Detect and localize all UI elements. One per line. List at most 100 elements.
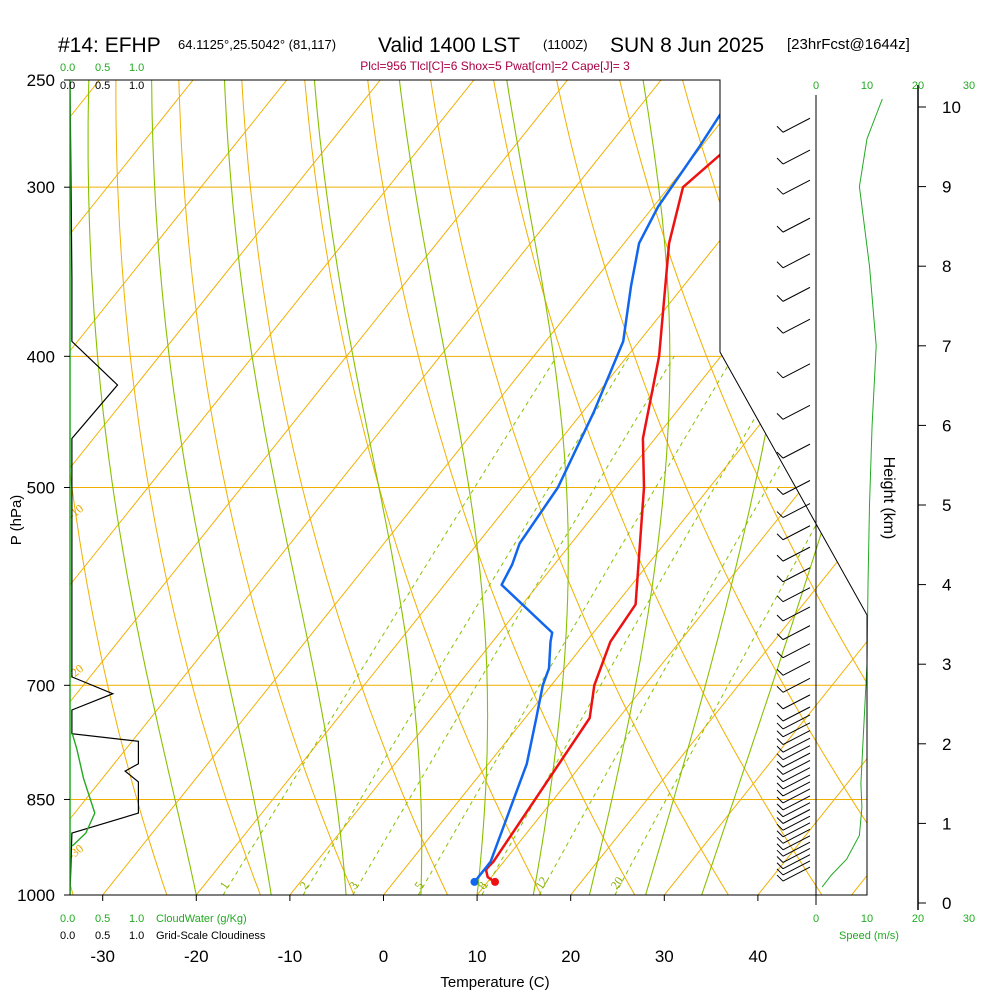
cw-tick-top: 1.0 (129, 62, 144, 74)
wind-barb-staff (782, 774, 811, 790)
valid-time: Valid 1400 LST (378, 34, 520, 57)
cl-tick-top: 1.0 (129, 80, 144, 92)
wind-barb (776, 745, 811, 761)
station-coords: 64.1125°,25.5042° (81,117) (178, 37, 336, 52)
stability-indices: Plcl=956 Tlcl[C]=6 Shox=5 Pwat[cm]=2 Cap… (360, 59, 630, 73)
wind-barb (776, 363, 811, 379)
height-tick-label: 1 (942, 814, 951, 833)
y-tick-label: 700 (27, 676, 55, 695)
wind-barb-flag (776, 874, 784, 882)
cloudiness-scale-top: 0.0 0.5 1.0 (60, 80, 144, 92)
wind-barb-flag (776, 488, 784, 495)
wind-barb-staff (782, 363, 811, 379)
surface-dewpoint-marker (470, 877, 479, 886)
forecast-run: [23hrFcst@1644z] (787, 36, 910, 53)
wind-barb-staff (782, 149, 811, 165)
wind-barb-staff (782, 781, 811, 797)
wind-barb (776, 567, 811, 583)
x-tick-label: -10 (278, 947, 303, 966)
cloudwater-scale-top: 0.0 0.5 1.0 (60, 62, 144, 74)
wind-barb-staff (782, 866, 811, 882)
dry-adiabat (241, 80, 449, 895)
wind-barb (776, 854, 811, 870)
mixing-ratio-line (538, 356, 843, 895)
surface-temp-marker (491, 877, 500, 886)
cl-tick-top: 0.0 (60, 80, 75, 92)
station-title: #14: EFHP (58, 34, 161, 57)
wind-barb-staff (782, 117, 811, 133)
moist-adiabat (313, 80, 423, 895)
wind-barb-staff (782, 795, 811, 811)
mixing-ratio-line (481, 356, 792, 895)
wind-barb (776, 767, 811, 783)
wind-barb (776, 774, 811, 790)
speed-label: Speed (m/s) (839, 930, 899, 942)
cloudiness-label: Grid-Scale Cloudiness (156, 930, 266, 942)
x-tick-label: 30 (655, 947, 674, 966)
wind-barb-staff (782, 606, 811, 622)
wind-barb-staff (782, 677, 811, 693)
x-tick-label: -20 (184, 947, 209, 966)
height-axis-title: Height (km) (880, 457, 897, 540)
wind-speed-line (821, 98, 883, 888)
wind-barb-flag (776, 738, 784, 745)
wind-barb-flag (776, 685, 784, 693)
wind-barb-staff (782, 860, 811, 876)
wind-barb-staff (782, 714, 811, 730)
mixing-ratio-label: 20 (608, 874, 626, 892)
height-tick-label: 0 (942, 894, 951, 913)
wind-barb (776, 848, 811, 863)
wind-barb-flag (776, 187, 784, 195)
wind-barb (776, 587, 811, 603)
dry-adiabat (178, 80, 355, 895)
wind-barb (776, 788, 811, 804)
wind-barb-flag (776, 760, 784, 768)
wind-barb-staff (782, 788, 811, 804)
wind-barb-flag (776, 633, 784, 640)
wind-barb (776, 546, 811, 562)
moist-adiabat (223, 80, 347, 895)
mixing-ratio-line (222, 356, 558, 895)
wind-barb-staff (782, 767, 811, 783)
wind-barb (776, 286, 811, 302)
wind-barb-flag (776, 823, 784, 831)
isotherm-label: -10 (65, 501, 86, 522)
wind-barb (776, 752, 811, 768)
dry-adiabat (808, 80, 867, 895)
wind-barb-flag (776, 125, 784, 133)
side-panels (69, 79, 883, 905)
wind-barb (776, 525, 811, 541)
dry-adiabat (934, 80, 1000, 895)
wind-barb-flag (776, 651, 784, 659)
cl-tick-bottom: 0.0 (60, 930, 75, 942)
wind-barb-flag (776, 843, 784, 851)
wind-barb-staff (782, 318, 811, 334)
dry-adiabat (556, 80, 867, 895)
wind-barb-flag (776, 862, 784, 870)
mixing-ratio-line (614, 356, 867, 895)
moist-adiabat (506, 80, 569, 895)
cw-tick-bottom: 0.0 (60, 913, 75, 925)
speed-tick-bottom: 10 (861, 913, 873, 925)
zulu-time: (1100Z) (543, 37, 588, 52)
wind-barb-staff (782, 625, 811, 641)
height-tick-label: 9 (942, 178, 951, 197)
wind-barb-staff (782, 217, 811, 233)
wind-barb-flag (776, 810, 784, 818)
cl-tick-bottom: 0.5 (95, 930, 110, 942)
y-axis-title: P (hPa) (8, 495, 25, 546)
wind-barb-staff (782, 643, 811, 659)
wind-barb (776, 809, 811, 824)
wind-barb (776, 795, 811, 811)
wind-barb-staff (782, 752, 811, 768)
wind-barb (776, 217, 811, 233)
wind-barb-flag (776, 225, 784, 233)
wind-barb (776, 694, 811, 710)
wind-barb (776, 860, 811, 876)
speed-tick-bottom: 30 (963, 913, 975, 925)
wind-barb-flag (776, 614, 784, 622)
height-tick-label: 3 (942, 655, 951, 674)
